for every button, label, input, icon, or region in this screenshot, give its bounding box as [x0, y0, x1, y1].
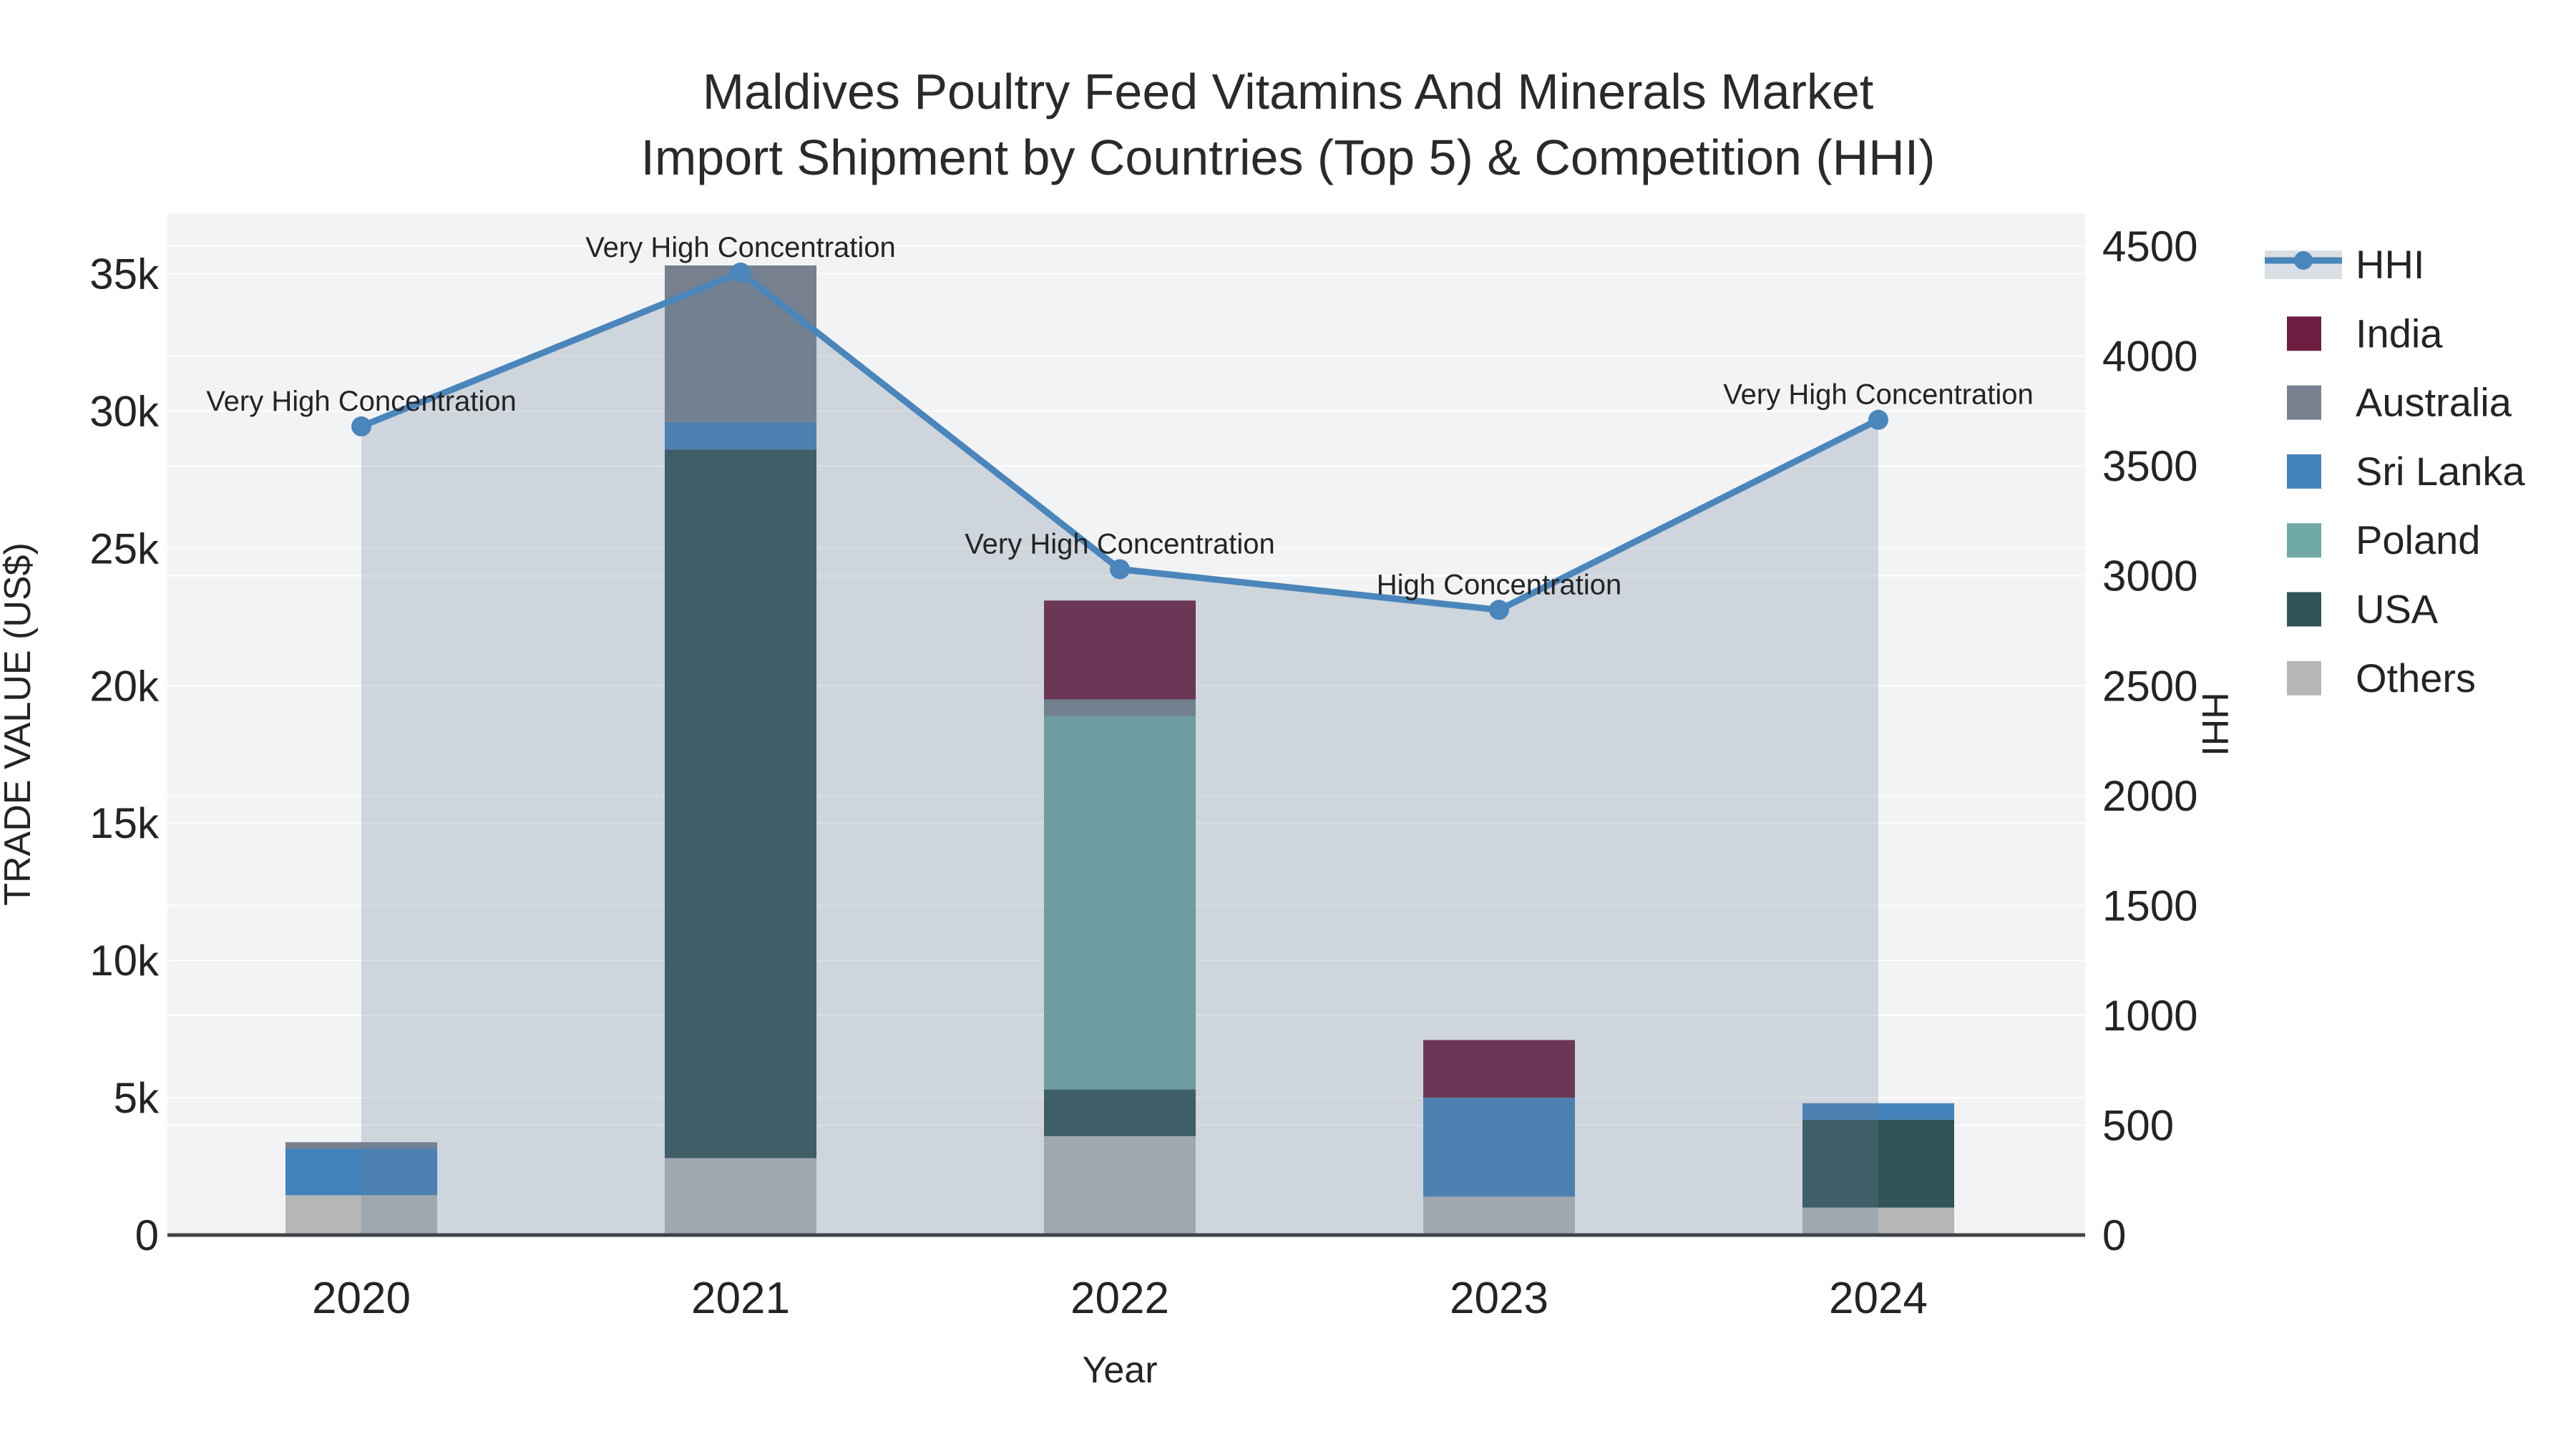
chart-title: Maldives Poultry Feed Vitamins And Miner…: [0, 59, 2576, 190]
bar-segment-poland-2022[interactable]: [1044, 716, 1196, 1090]
right-tick-label: 4000: [2102, 333, 2197, 381]
legend-item-sri-lanka[interactable]: Sri Lanka: [2287, 449, 2525, 494]
x-tick-label: 2022: [1070, 1274, 1169, 1323]
hhi-point-2024[interactable]: [1868, 409, 1888, 430]
bar-segment-others-2023[interactable]: [1423, 1196, 1575, 1235]
annotation-2023: High Concentration: [1377, 569, 1621, 600]
x-axis-title: Year: [1082, 1350, 1157, 1391]
right-axis-title: HHI: [2194, 692, 2235, 756]
bar-segment-australia-2022[interactable]: [1044, 699, 1196, 716]
legend-item-poland[interactable]: Poland: [2287, 517, 2480, 562]
left-tick-label: 0: [135, 1211, 159, 1259]
chart-title-line1: Maldives Poultry Feed Vitamins And Miner…: [702, 64, 1874, 119]
legend-item-usa[interactable]: USA: [2287, 587, 2439, 632]
right-tick-label: 3000: [2102, 552, 2197, 600]
x-tick-label: 2021: [691, 1274, 790, 1323]
bar-segment-others-2021[interactable]: [665, 1158, 816, 1235]
legend-label-india: India: [2356, 311, 2443, 356]
bar-segment-usa-2022[interactable]: [1044, 1089, 1196, 1136]
left-tick-label: 20k: [89, 662, 160, 710]
right-tick-label: 500: [2102, 1101, 2174, 1149]
legend-swatch-others: [2287, 660, 2321, 696]
bar-series-usa: [665, 449, 1954, 1208]
x-tick-label: 2024: [1829, 1274, 1928, 1323]
left-tick-label: 15k: [89, 799, 160, 847]
hhi-point-2021[interactable]: [731, 262, 751, 283]
hhi-point-2023[interactable]: [1489, 600, 1509, 620]
legend-label-australia: Australia: [2356, 380, 2512, 425]
hhi-area: [361, 272, 1878, 1235]
legend-swatch-poland: [2287, 523, 2321, 558]
left-tick-label: 5k: [114, 1074, 160, 1122]
legend-label-poland: Poland: [2356, 517, 2480, 562]
hhi-point-2020[interactable]: [351, 416, 371, 436]
annotation-2024: Very High Concentration: [1723, 379, 2034, 411]
right-tick-label: 2000: [2102, 772, 2197, 820]
bar-segment-usa-2021[interactable]: [665, 449, 816, 1158]
legend-item-hhi[interactable]: HHI: [2265, 242, 2424, 287]
bar-segment-india-2023[interactable]: [1423, 1040, 1575, 1098]
right-tick-label: 1000: [2102, 992, 2197, 1040]
annotation-2021: Very High Concentration: [585, 232, 896, 263]
chart-title-line2: Import Shipment by Countries (Top 5) & C…: [640, 130, 1936, 185]
bar-segment-others-2022[interactable]: [1044, 1136, 1196, 1235]
legend-label-others: Others: [2356, 655, 2476, 701]
bar-segment-australia-2020[interactable]: [286, 1142, 437, 1149]
right-tick-label: 4500: [2102, 223, 2197, 270]
legend-item-others[interactable]: Others: [2287, 655, 2476, 701]
bar-segment-others-2024[interactable]: [1802, 1207, 1954, 1235]
left-tick-label: 35k: [89, 250, 160, 298]
bar-series-sri-lanka: [286, 421, 1954, 1197]
bar-segment-others-2020[interactable]: [286, 1195, 437, 1235]
bar-series-others: [286, 1136, 1954, 1235]
legend: HHI India Australia Sri Lanka Poland USA Other…: [2265, 242, 2525, 701]
right-tick-label: 0: [2102, 1211, 2126, 1259]
legend-hhi-marker-icon: [2294, 251, 2313, 270]
right-tick-label: 1500: [2102, 882, 2197, 930]
hhi-point-2022[interactable]: [1110, 559, 1130, 580]
legend-item-australia[interactable]: Australia: [2287, 380, 2512, 425]
bar-segment-sri-lanka-2024[interactable]: [1802, 1103, 1954, 1120]
bar-series-india: [1044, 600, 1575, 1098]
right-tick-label: 2500: [2102, 662, 2197, 710]
legend-label-hhi: HHI: [2356, 242, 2424, 287]
annotation-2022: Very High Concentration: [965, 528, 1275, 560]
legend-swatch-india: [2287, 316, 2321, 351]
legend-swatch-australia: [2287, 385, 2321, 420]
bar-series-poland: [1044, 716, 1196, 1090]
annotation-2020: Very High Concentration: [206, 386, 517, 417]
bar-segment-sri-lanka-2020[interactable]: [286, 1148, 437, 1196]
bar-segment-sri-lanka-2021[interactable]: [665, 421, 816, 450]
legend-item-india[interactable]: India: [2287, 311, 2443, 356]
bar-segment-usa-2024[interactable]: [1802, 1119, 1954, 1208]
bar-segment-sri-lanka-2023[interactable]: [1423, 1098, 1575, 1197]
left-tick-label: 10k: [89, 937, 160, 985]
right-tick-label: 3500: [2102, 442, 2197, 490]
left-tick-label: 30k: [89, 387, 160, 435]
left-tick-label: 25k: [89, 525, 160, 572]
legend-swatch-sri-lanka: [2287, 454, 2321, 489]
legend-swatch-usa: [2287, 592, 2321, 627]
bar-segment-india-2022[interactable]: [1044, 600, 1196, 700]
legend-label-sri-lanka: Sri Lanka: [2356, 449, 2525, 494]
x-tick-label: 2020: [312, 1274, 411, 1323]
left-axis-title: TRADE VALUE (US$): [0, 542, 39, 906]
legend-label-usa: USA: [2356, 587, 2439, 632]
x-tick-label: 2023: [1450, 1274, 1548, 1323]
